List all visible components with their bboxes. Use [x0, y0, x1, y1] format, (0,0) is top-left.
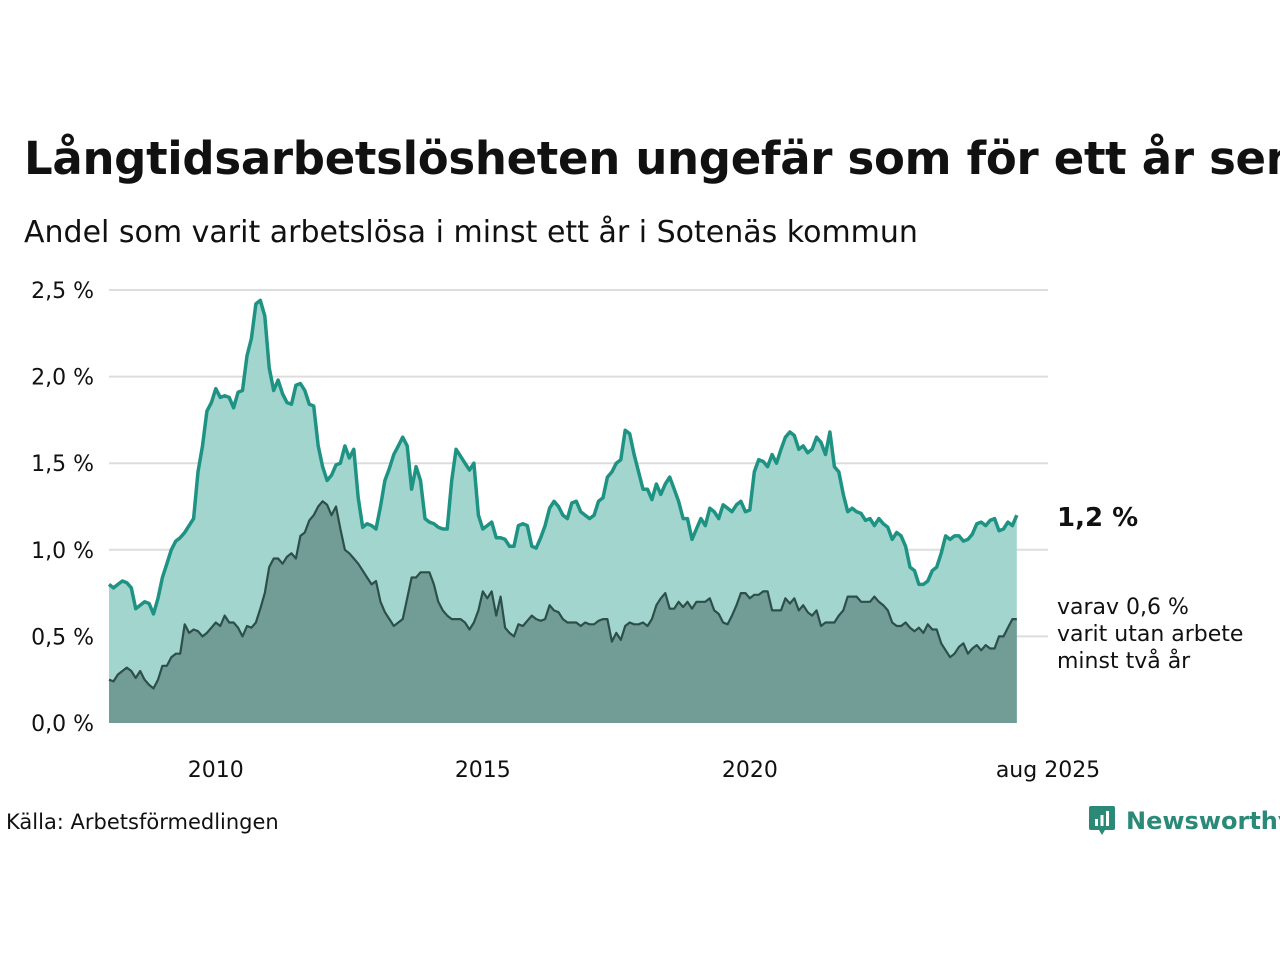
y-tick-label: 2,5 %: [31, 279, 94, 304]
series2-end-label-line3: minst två år: [1057, 648, 1191, 674]
areas: [109, 300, 1017, 723]
series-line-minst_tva_ar: [108, 500, 1017, 690]
series2-end-label-line2: varit utan arbete: [1057, 622, 1243, 647]
series-line-minst_ett_ar: [107, 298, 1019, 616]
y-tick-label: 0,5 %: [31, 625, 94, 650]
source-note: Källa: Arbetsförmedlingen: [6, 810, 279, 834]
newsworthy-logo-icon: [1089, 806, 1115, 835]
brand-logo: Newsworthy: [1088, 804, 1280, 838]
end-labels: 1,2 % varav 0,6 % varit utan arbete mins…: [1057, 503, 1243, 674]
y-tick-label: 2,0 %: [31, 366, 94, 391]
chart-subtitle: Andel som varit arbetslösa i minst ett å…: [24, 215, 918, 250]
x-tick-label: 2020: [722, 758, 778, 783]
x-axis-ticks: 2010 2015 2020 aug 2025: [188, 758, 1100, 783]
series2-end-label-line1: varav 0,6 %: [1057, 595, 1189, 620]
chart-title: Långtidsarbetslösheten ungefär som för e…: [24, 132, 1280, 185]
y-tick-label: 1,0 %: [31, 539, 94, 564]
lines: [107, 298, 1019, 690]
x-tick-label: 2010: [188, 758, 244, 783]
x-tick-label: 2015: [455, 758, 511, 783]
y-axis-ticks: 0,0 % 0,5 % 1,0 % 1,5 % 2,0 % 2,5 %: [31, 279, 94, 737]
series1-end-label: 1,2 %: [1057, 503, 1138, 533]
series-area-minst_tva_ar: [109, 501, 1017, 723]
y-tick-label: 1,5 %: [31, 452, 94, 477]
y-tick-label: 0,0 %: [31, 712, 94, 737]
brand-name: Newsworthy: [1126, 807, 1280, 835]
x-tick-label: aug 2025: [996, 758, 1100, 783]
